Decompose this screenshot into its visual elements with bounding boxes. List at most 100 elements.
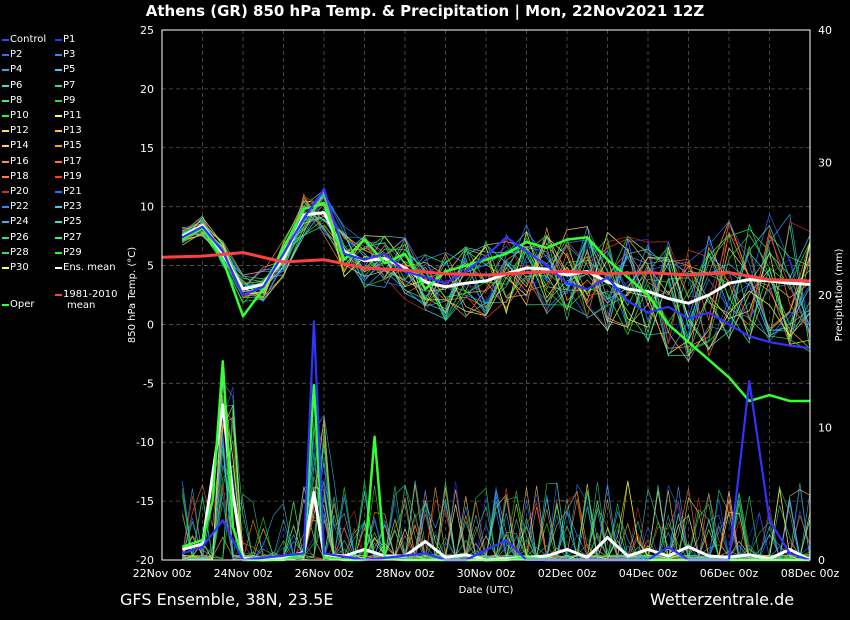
legend-swatch: [55, 84, 62, 87]
legend-swatch: [2, 206, 9, 209]
legend-swatch: [55, 69, 62, 72]
member-temp-line: [182, 193, 811, 352]
legend-label: P22: [10, 201, 29, 213]
legend-label: P7: [63, 79, 76, 91]
legend-label: P9: [63, 94, 76, 106]
legend-label: Control: [10, 34, 47, 45]
legend-swatch: [2, 304, 9, 306]
legend-label: P21: [63, 186, 82, 197]
oper-line: [181, 201, 810, 403]
legend-swatch: [55, 130, 62, 133]
legend-swatch: [2, 175, 9, 178]
legend-swatch: [55, 191, 62, 193]
legend-swatch: [55, 221, 62, 224]
legend-swatch: [55, 39, 62, 41]
x-tick-label: 08Dec 00z: [781, 567, 840, 580]
member-temp-line: [182, 197, 811, 358]
legend-swatch: [55, 294, 62, 296]
legend-swatch: [2, 160, 9, 163]
legend-label: P10: [10, 110, 29, 121]
legend-label: P11: [63, 110, 82, 121]
control-precipitation-line: [181, 320, 811, 562]
axes: -20 -15 -10 -5 0 5 10 15 20 25 0 10 20 30 40 22Nov 00z 2…: [127, 24, 845, 596]
legend-swatch: [55, 115, 62, 117]
y-tick-label-left: 10: [140, 201, 154, 214]
legend-swatch: [55, 145, 62, 148]
x-tick-label: 04Dec 00z: [619, 567, 678, 580]
legend-swatch: [2, 191, 9, 193]
legend-label: P24: [10, 216, 29, 228]
chart-title: Athens (GR) 850 hPa Temp. & Precipitatio…: [145, 2, 705, 20]
y-tick-label-left: -20: [136, 554, 154, 567]
member-temp-line: [182, 210, 811, 353]
legend-label: P18: [10, 170, 29, 182]
legend-swatch: [55, 99, 62, 102]
legend-label: P29: [63, 246, 82, 258]
legend-label: P8: [10, 94, 23, 106]
legend-label: 1981-2010 mean: [63, 289, 118, 311]
y-tick-label-left: 25: [140, 24, 154, 37]
legend-swatch: [2, 99, 9, 102]
legend-swatch: [2, 236, 9, 239]
member-temp-line: [182, 195, 811, 363]
y-tick-label-right: 0: [818, 554, 825, 567]
legend-label: Ens. mean: [63, 262, 116, 273]
legend-label: P20: [10, 186, 29, 197]
legend-label: P13: [63, 125, 82, 137]
x-tick-label: 02Dec 00z: [538, 567, 597, 580]
legend-label: P6: [10, 79, 23, 91]
legend-label: P25: [63, 216, 82, 228]
ens-mean-line: [181, 211, 811, 305]
legend-label: P14: [10, 140, 29, 152]
y-tick-label-right: 30: [818, 157, 832, 170]
legend-label: P30: [10, 262, 29, 273]
legend-swatch: [2, 54, 9, 57]
control-line: [181, 187, 811, 350]
member-temp-line: [182, 194, 811, 349]
x-axis-label: Date (UTC): [459, 585, 514, 596]
x-tick-label: 22Nov 00z: [133, 567, 192, 580]
member-temp-line: [182, 201, 811, 350]
y-tick-label-left: 15: [140, 142, 154, 155]
footer-source: Wetterzentrale.de: [650, 590, 795, 609]
footer-model-info: GFS Ensemble, 38N, 23.5E: [120, 590, 334, 609]
legend-label: P4: [10, 64, 23, 76]
legend-label: P16: [10, 155, 29, 167]
y-axis-label-right: Precipitation (mm): [834, 248, 845, 341]
legend-swatch: [2, 221, 9, 224]
y-tick-label-left: 20: [140, 83, 154, 96]
y-tick-label-right: 10: [818, 422, 832, 435]
y-tick-label-left: -5: [143, 377, 154, 390]
legend-label: P5: [63, 64, 76, 76]
x-tick-label: 30Nov 00z: [457, 567, 516, 580]
x-tick-label: 26Nov 00z: [295, 567, 354, 580]
1981-2010-mean-line: [161, 251, 811, 283]
x-tick-label: 28Nov 00z: [376, 567, 435, 580]
legend-swatch: [2, 39, 9, 41]
x-tick-label: 24Nov 00z: [214, 567, 273, 580]
legend-swatch: [2, 69, 9, 72]
legend-swatch: [2, 267, 9, 269]
grid: [162, 30, 810, 560]
oper-precipitation-line: [181, 360, 810, 562]
y-tick-label-left: -15: [136, 495, 154, 508]
legend-label: P12: [10, 125, 29, 137]
legend-swatch: [55, 206, 62, 209]
legend-label: P26: [10, 231, 29, 243]
legend-swatch: [2, 84, 9, 87]
y-tick-label-right: 40: [818, 24, 832, 37]
y-axis-label-left: 850 hPa Temp. (°C): [127, 247, 138, 343]
legend-label: Oper: [10, 299, 35, 310]
legend-swatch: [2, 130, 9, 133]
member-precip-line: [181, 386, 811, 561]
legend: Control P1 P2 P3 P4 P5 P6 P7 P8 P9 P10 P11 P12 P13 P14…: [0, 33, 135, 323]
legend-label: P2: [10, 49, 23, 61]
legend-label: P3: [63, 49, 76, 61]
legend-swatch: [2, 115, 9, 117]
legend-swatch: [55, 160, 62, 163]
legend-swatch: [55, 267, 62, 269]
legend-label: P19: [63, 170, 82, 182]
legend-swatch: [55, 251, 62, 254]
legend-label: P1: [63, 34, 76, 45]
